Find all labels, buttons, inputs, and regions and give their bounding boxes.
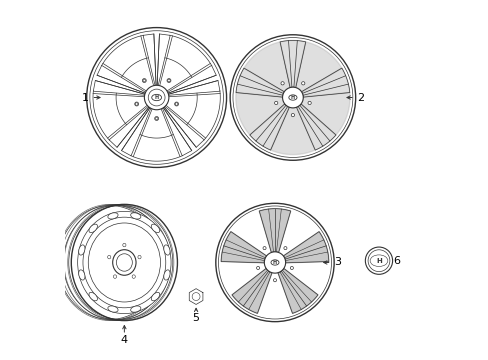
Ellipse shape: [79, 245, 85, 255]
Ellipse shape: [112, 250, 136, 275]
Circle shape: [301, 82, 304, 85]
Circle shape: [167, 78, 171, 82]
Circle shape: [142, 78, 146, 82]
Polygon shape: [300, 93, 349, 135]
Text: 2: 2: [357, 93, 364, 103]
Text: 6: 6: [393, 256, 400, 266]
Ellipse shape: [288, 95, 296, 100]
Ellipse shape: [138, 255, 141, 259]
Ellipse shape: [151, 224, 160, 233]
Ellipse shape: [107, 255, 111, 259]
Ellipse shape: [113, 275, 116, 278]
Text: 1: 1: [82, 93, 89, 103]
Ellipse shape: [163, 270, 170, 280]
Polygon shape: [236, 68, 284, 97]
Ellipse shape: [163, 245, 170, 255]
Text: 4: 4: [121, 334, 128, 345]
Ellipse shape: [122, 243, 126, 247]
Polygon shape: [277, 269, 317, 314]
Circle shape: [144, 85, 168, 110]
Polygon shape: [235, 93, 285, 135]
Circle shape: [307, 101, 311, 105]
Circle shape: [273, 279, 276, 282]
Ellipse shape: [89, 224, 97, 233]
Polygon shape: [189, 289, 203, 305]
Text: H: H: [375, 258, 381, 264]
Polygon shape: [221, 231, 266, 263]
Text: H: H: [154, 95, 159, 100]
Polygon shape: [280, 40, 305, 87]
Ellipse shape: [130, 306, 141, 312]
Ellipse shape: [132, 275, 135, 278]
Ellipse shape: [108, 213, 118, 219]
Polygon shape: [301, 68, 349, 97]
Polygon shape: [296, 104, 335, 150]
Text: 3: 3: [334, 257, 341, 267]
Ellipse shape: [78, 211, 171, 314]
Ellipse shape: [89, 292, 97, 301]
Text: H: H: [272, 260, 277, 265]
Circle shape: [281, 82, 284, 85]
Circle shape: [264, 252, 285, 273]
Circle shape: [135, 102, 139, 106]
Circle shape: [256, 266, 259, 270]
Polygon shape: [283, 231, 328, 263]
Polygon shape: [244, 42, 290, 92]
Ellipse shape: [130, 213, 141, 219]
Polygon shape: [295, 42, 341, 92]
Polygon shape: [231, 269, 271, 314]
Polygon shape: [259, 209, 290, 252]
Circle shape: [282, 87, 303, 108]
Ellipse shape: [108, 306, 118, 312]
Ellipse shape: [270, 260, 279, 265]
Circle shape: [290, 266, 293, 270]
Ellipse shape: [151, 292, 160, 301]
Polygon shape: [249, 104, 289, 150]
Circle shape: [365, 247, 392, 274]
Ellipse shape: [79, 270, 85, 280]
Polygon shape: [270, 107, 315, 155]
Text: H: H: [290, 95, 294, 100]
Circle shape: [291, 113, 294, 117]
Circle shape: [174, 102, 178, 106]
Text: 5: 5: [192, 313, 199, 323]
Circle shape: [284, 247, 286, 249]
Circle shape: [263, 247, 265, 249]
Ellipse shape: [151, 94, 161, 101]
Circle shape: [274, 101, 277, 105]
Circle shape: [154, 117, 158, 121]
